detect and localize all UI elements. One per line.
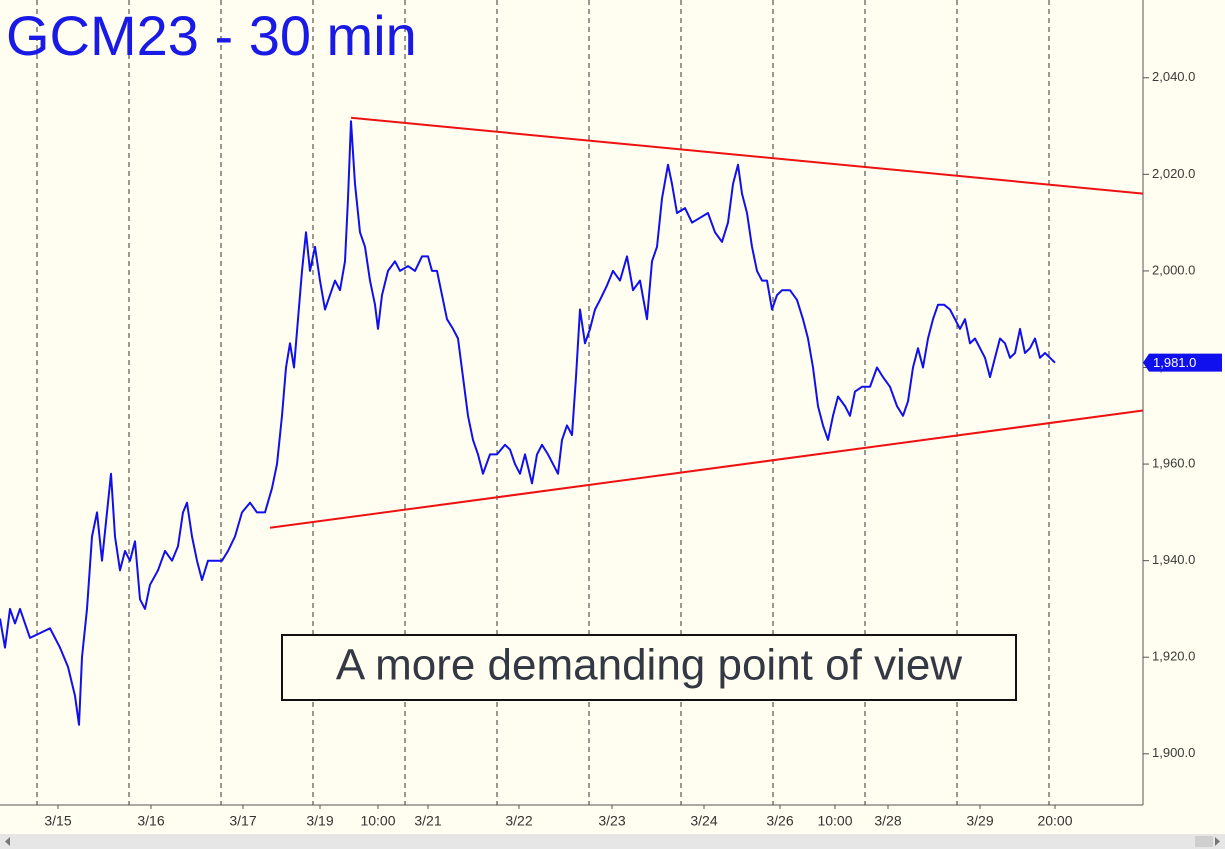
price-line — [0, 120, 1056, 726]
y-tick-label: 1,940.0 — [1152, 552, 1195, 567]
x-tick-label: 3/29 — [966, 813, 993, 829]
scrollbar-track — [0, 834, 1225, 849]
trendline — [350, 116, 1144, 195]
scroll-right[interactable] — [1215, 837, 1220, 846]
y-tick-label: 2,000.0 — [1152, 262, 1195, 277]
annotation-box — [281, 634, 1017, 701]
x-tick-label: 10:00 — [817, 813, 852, 829]
y-tick-label: 1,960.0 — [1152, 456, 1195, 471]
trendline — [269, 409, 1144, 529]
y-tick-label: 2,020.0 — [1152, 166, 1195, 181]
x-tick-label: 3/19 — [306, 813, 333, 829]
x-tick-label: 3/16 — [137, 813, 164, 829]
axes: 1,900.01,920.01,940.01,960.01,980.02,000… — [44, 69, 1222, 829]
y-tick-label: 1,900.0 — [1152, 745, 1195, 760]
x-tick-label: 10:00 — [360, 813, 395, 829]
chart-title: GCM23 - 30 min — [6, 4, 417, 67]
annotation: A more demanding point of view — [336, 641, 962, 690]
marks — [0, 116, 1144, 726]
last-value-marker — [1143, 353, 1222, 372]
y-tick-label: 1,920.0 — [1152, 649, 1195, 664]
scroll-left[interactable] — [5, 837, 10, 846]
x-tick-label: 20:00 — [1037, 813, 1072, 829]
x-tick-label: 3/22 — [505, 813, 532, 829]
x-tick-label: 3/15 — [44, 813, 71, 829]
x-tick-label: 3/24 — [690, 813, 717, 829]
y-tick-label: 2,040.0 — [1152, 69, 1195, 84]
x-tick-label: 3/23 — [598, 813, 625, 829]
scrollbar[interactable] — [0, 834, 1225, 849]
last-value-label: 1,981.0 — [1153, 355, 1196, 370]
x-tick-label: 3/17 — [229, 813, 256, 829]
scrollbar-thumb[interactable] — [1195, 836, 1213, 847]
x-tick-label: 3/21 — [414, 813, 441, 829]
x-tick-label: 3/28 — [874, 813, 901, 829]
x-tick-label: 3/26 — [766, 813, 793, 829]
